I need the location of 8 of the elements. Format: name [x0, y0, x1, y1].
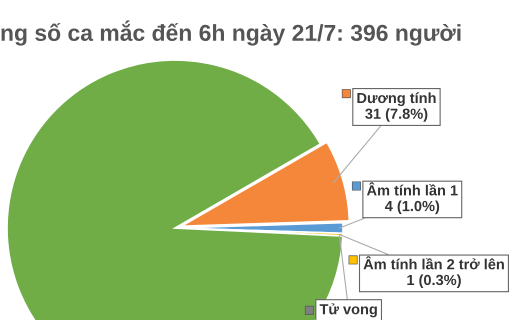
data-label: 1 (0.3%) [407, 274, 461, 288]
data-label: 4 (1.0%) [384, 200, 440, 214]
legend-label: Dương tính [357, 92, 436, 106]
data-label: 31 (7.8%) [365, 108, 428, 122]
chart-title: ng số ca mắc đến 6h ngày 21/7: 396 người [2, 20, 460, 46]
legend-label: Tử vong [320, 303, 377, 318]
legend-label: Âm tính lần 2 trở lên [364, 256, 504, 270]
legend-label: Âm tính lần 1 [366, 182, 458, 196]
